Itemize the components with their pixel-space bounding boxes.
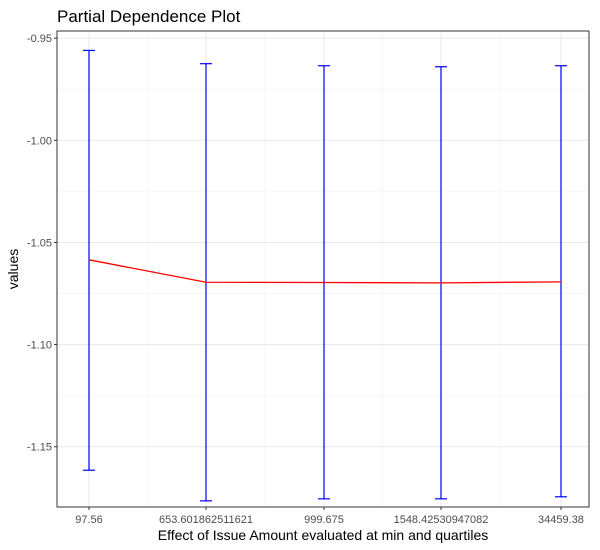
y-tick-label: -0.95 xyxy=(27,33,52,45)
x-tick-label: 653.601862511621 xyxy=(159,514,253,526)
y-axis-title: values xyxy=(5,249,21,289)
series-line-layer xyxy=(88,259,562,284)
x-tick-label: 34459.38 xyxy=(538,514,584,526)
x-tick-label: 999.675 xyxy=(304,514,344,526)
minor-gridlines xyxy=(57,31,589,507)
x-axis: 97.56 653.601862511621 999.675 1548.4253094… xyxy=(75,507,584,526)
y-axis: -1.15 -1.10 -1.05 -1.00 -0.95 xyxy=(27,33,57,454)
series-line xyxy=(88,259,562,284)
y-tick-label: -1.05 xyxy=(27,237,52,249)
y-tick-label: -1.00 xyxy=(27,135,52,147)
x-axis-title: Effect of Issue Amount evaluated at min … xyxy=(158,527,489,543)
x-tick-label: 1548.42530947082 xyxy=(394,514,489,526)
chart-title: Partial Dependence Plot xyxy=(57,7,241,26)
y-tick-label: -1.15 xyxy=(27,442,52,454)
plot-panel xyxy=(57,31,589,507)
x-tick-label: 97.56 xyxy=(75,514,103,526)
y-tick-label: -1.10 xyxy=(27,340,52,352)
plot-panel-border xyxy=(56,30,590,508)
